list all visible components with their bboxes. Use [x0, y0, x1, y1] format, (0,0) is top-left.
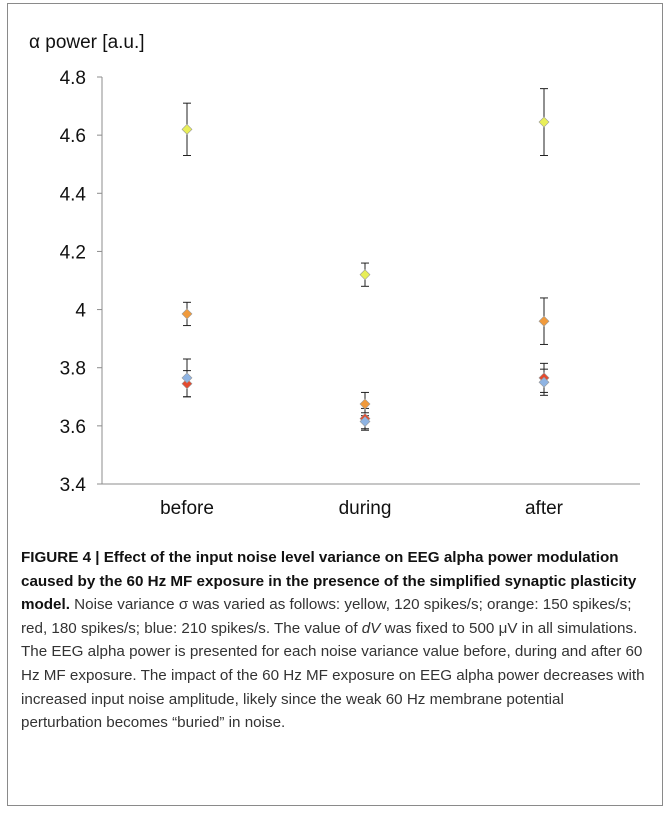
data-point	[359, 398, 371, 410]
y-tick-label: 4.4	[60, 184, 87, 205]
x-tick-label: during	[339, 498, 392, 519]
data-point	[538, 116, 550, 128]
data-point	[181, 123, 193, 135]
y-tick-label: 4.8	[60, 68, 86, 89]
x-tick-label: after	[525, 498, 564, 519]
y-tick-label: 4	[75, 301, 86, 322]
data-point	[181, 372, 193, 384]
y-axis-label: α power [a.u.]	[29, 32, 145, 53]
y-tick-label: 3.4	[60, 475, 87, 496]
data-point	[181, 308, 193, 320]
caption-heading: FIGURE 4 | Effect of the input noise lev…	[21, 549, 637, 614]
data-point	[538, 376, 550, 388]
figure-frame	[7, 3, 663, 806]
data-marks	[181, 88, 550, 431]
data-point	[181, 378, 193, 390]
data-point	[359, 269, 371, 281]
figure-caption: FIGURE 4 | Effect of the input noise lev…	[21, 546, 649, 735]
y-ticks: 3.4 3.6 3.8 4 4.2 4.4 4.6 4.8	[60, 68, 102, 496]
y-tick-label: 4.6	[60, 126, 86, 147]
caption-text-1: Noise variance σ was varied as follows: …	[21, 596, 632, 637]
y-tick-label: 3.8	[60, 359, 86, 380]
y-tick-label: 4.2	[60, 242, 86, 263]
y-tick-label: 3.6	[60, 417, 86, 438]
x-ticks: before during after	[160, 498, 564, 519]
axes	[101, 77, 640, 485]
caption-text-2: was fixed to 500 μV in all simulations. …	[21, 619, 645, 732]
chart: α power [a.u.] 3.4 3.6 3.8 4 4.2 4.4 4.6 4.8 be…	[29, 32, 640, 519]
caption-variable: dV	[361, 619, 381, 637]
data-point	[359, 416, 371, 427]
data-point	[538, 315, 550, 327]
x-tick-label: before	[160, 498, 214, 519]
